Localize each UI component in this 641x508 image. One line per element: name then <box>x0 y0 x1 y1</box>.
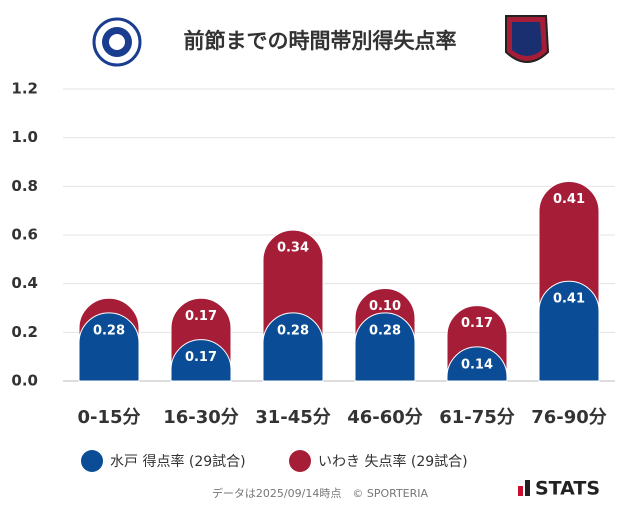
value-label: 0.41 <box>553 292 585 307</box>
bar-segment <box>170 339 232 382</box>
y-tick-label: 1.0 <box>11 128 38 146</box>
bar-segment <box>354 312 416 382</box>
legend-label: 水戸 得点率 (29試合) <box>110 453 246 470</box>
y-tick-label: 0.0 <box>11 372 38 390</box>
brand: STATS <box>535 478 600 500</box>
y-tick-label: 0.4 <box>11 274 38 292</box>
footer: データは2025/09/14時点 © SPORTERIA <box>212 486 429 500</box>
x-tick-label: 46-60分 <box>347 407 423 428</box>
legend-label: いわき 失点率 (29試合) <box>318 453 468 470</box>
legend-marker <box>81 450 103 472</box>
home-logo <box>92 17 142 67</box>
value-label: 0.10 <box>369 299 401 314</box>
bar-segment <box>78 312 140 382</box>
bar-segment <box>262 229 324 344</box>
y-tick-label: 0.6 <box>11 226 38 244</box>
bar-segment <box>262 312 324 382</box>
value-label: 0.34 <box>277 241 309 256</box>
legend-marker <box>289 450 311 472</box>
y-tick-label: 1.2 <box>11 80 38 98</box>
x-tick-label: 31-45分 <box>255 407 331 428</box>
bar-segment <box>446 346 508 382</box>
chart-title: 前節までの時間帯別得失点率 <box>184 29 457 53</box>
value-label: 0.28 <box>369 323 401 338</box>
value-label: 0.14 <box>461 357 493 372</box>
value-label: 0.28 <box>93 323 125 338</box>
brand-logo <box>518 480 530 496</box>
x-tick-label: 0-15分 <box>77 407 140 428</box>
x-tick-label: 76-90分 <box>531 407 607 428</box>
value-label: 0.17 <box>185 350 217 365</box>
bar-segment <box>538 181 600 312</box>
value-label: 0.17 <box>185 309 217 324</box>
away-logo <box>505 15 550 63</box>
y-tick-label: 0.2 <box>11 323 38 341</box>
value-label: 0.17 <box>461 316 493 331</box>
value-label: 0.28 <box>277 323 309 338</box>
x-tick-label: 61-75分 <box>439 407 515 428</box>
y-tick-label: 0.8 <box>11 177 38 195</box>
bar-segment <box>538 280 600 382</box>
value-label: 0.41 <box>553 192 585 207</box>
x-tick-label: 16-30分 <box>163 407 239 428</box>
